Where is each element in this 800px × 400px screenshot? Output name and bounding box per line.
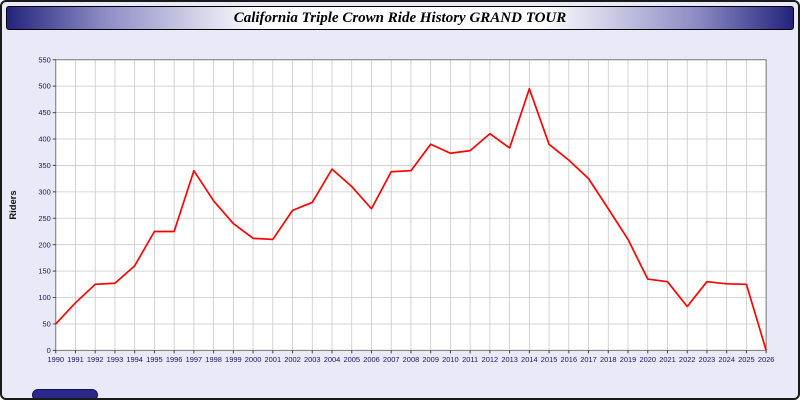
x-tick-label: 2004 xyxy=(324,355,341,364)
x-tick-label: 1994 xyxy=(126,355,143,364)
y-tick-label: 350 xyxy=(38,161,50,170)
x-tick-label: 2015 xyxy=(541,355,558,364)
x-tick-label: 2003 xyxy=(304,355,321,364)
chart-area: 0 50 100 150 200 250 300 350 400 450 500 550 1990 199… xyxy=(4,36,796,384)
y-axis-label: Riders xyxy=(7,190,18,219)
x-tick-label: 2022 xyxy=(679,355,696,364)
x-tick-label: 2006 xyxy=(363,355,380,364)
x-tick-label: 2017 xyxy=(580,355,597,364)
x-tick-label: 1992 xyxy=(87,355,104,364)
x-tick-label: 2019 xyxy=(620,355,637,364)
y-tick-label: 0 xyxy=(47,346,51,355)
y-tick-label: 450 xyxy=(38,108,50,117)
x-tick-label: 1990 xyxy=(47,355,64,364)
title-bar: California Triple Crown Ride History GRA… xyxy=(6,6,794,30)
x-tick-label: 2000 xyxy=(245,355,262,364)
y-tick-label: 100 xyxy=(38,293,50,302)
riders-series-line xyxy=(55,87,767,351)
x-tick-label: 2011 xyxy=(462,355,478,364)
y-tick-label: 500 xyxy=(38,82,50,91)
y-tick-label: 200 xyxy=(38,240,50,249)
horizontal-scrollbar-thumb[interactable] xyxy=(32,389,98,398)
y-tick-label: 400 xyxy=(38,135,50,144)
x-tick-label: 2008 xyxy=(403,355,420,364)
x-tick-label: 2007 xyxy=(383,355,400,364)
x-tick-label: 2026 xyxy=(758,355,775,364)
x-tick-label: 1997 xyxy=(186,355,203,364)
y-tick-label: 550 xyxy=(38,55,50,64)
x-tick-label: 2012 xyxy=(482,355,499,364)
x-tick-label: 1993 xyxy=(107,355,124,364)
y-tick-label: 250 xyxy=(38,214,50,223)
x-tick-label: 2016 xyxy=(561,355,578,364)
x-tick-label: 2020 xyxy=(639,355,656,364)
x-tick-label: 2018 xyxy=(600,355,617,364)
x-tick-label: 2024 xyxy=(718,355,735,364)
x-tick-label: 2009 xyxy=(422,355,439,364)
x-tick-label: 1998 xyxy=(205,355,222,364)
x-tick-label: 2005 xyxy=(343,355,360,364)
chart-title: California Triple Crown Ride History GRA… xyxy=(233,9,567,26)
x-tick-label: 2002 xyxy=(284,355,301,364)
y-tick-label: 50 xyxy=(42,320,50,329)
x-tick-label: 2023 xyxy=(699,355,716,364)
x-tick-label: 2025 xyxy=(738,355,755,364)
x-tick-label: 2014 xyxy=(521,355,538,364)
x-tick-label: 2001 xyxy=(265,355,282,364)
x-tick-label: 1995 xyxy=(146,355,163,364)
y-tick-label: 150 xyxy=(38,267,50,276)
x-tick-label: 2013 xyxy=(501,355,518,364)
x-tick-label: 1996 xyxy=(166,355,183,364)
y-tick-label: 300 xyxy=(38,187,50,196)
x-tick-label: 1991 xyxy=(67,355,84,364)
x-tick-label: 1999 xyxy=(225,355,242,364)
x-tick-label: 2010 xyxy=(442,355,459,364)
x-tick-label: 2021 xyxy=(659,355,676,364)
